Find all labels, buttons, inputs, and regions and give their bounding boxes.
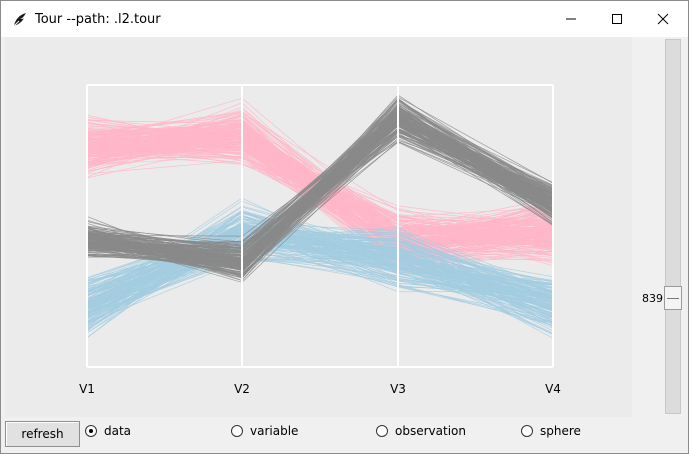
feather-icon [13,13,26,27]
axis-label-v3: V3 [390,382,406,396]
maximize-button[interactable] [594,1,640,37]
scale-slider-track[interactable] [665,39,681,414]
data-line [86,118,554,230]
axis-label-v4: V4 [545,382,561,396]
maximize-icon [612,14,622,24]
radio-variable[interactable]: variable [231,424,298,438]
title-bar[interactable]: Tour --path: .l2.tour [1,1,688,37]
data-line [86,236,554,313]
data-line [86,110,554,266]
close-button[interactable] [640,1,686,37]
data-line [86,230,554,296]
axis-label-v1: V1 [79,382,95,396]
data-line [86,96,554,265]
radio-observation[interactable]: observation [376,424,466,438]
radio-unselected-icon[interactable] [521,425,533,437]
data-line [86,119,554,253]
radio-unselected-icon[interactable] [231,425,243,437]
data-line [86,249,554,339]
plot-frame [86,84,554,368]
minimize-icon [566,18,576,20]
data-line [86,251,554,292]
plot-canvas[interactable] [5,37,632,417]
data-line [86,230,554,324]
data-line [86,110,554,246]
data-line [86,123,554,261]
close-icon [657,13,669,25]
data-line [86,134,554,275]
radio-unselected-icon[interactable] [376,425,388,437]
data-line [86,249,554,317]
axis-label-v2: V2 [234,382,250,396]
refresh-button[interactable]: refresh [5,421,80,447]
parallel-coordinates-plot[interactable]: V1 V2 V3 V4 [5,37,632,417]
scale-slider-thumb[interactable] [664,286,682,310]
minimize-button[interactable] [548,1,594,37]
data-line [86,223,554,323]
plot-lines [86,94,554,339]
control-bar: refresh data variable observation sphere [1,419,688,453]
radio-data[interactable]: data [85,424,131,438]
data-line [86,239,554,326]
data-line [86,132,554,260]
scale-value: 839 [642,292,663,305]
radio-sphere[interactable]: sphere [521,424,581,438]
data-line [86,223,554,338]
radio-variable-label: variable [250,424,299,438]
data-line [86,233,554,301]
radio-sphere-label: sphere [540,424,581,438]
window-title: Tour --path: .l2.tour [35,12,161,27]
radio-data-label: data [104,424,132,438]
radio-selected-icon[interactable] [85,425,97,437]
radio-observation-label: observation [395,424,466,438]
data-line [86,241,554,310]
